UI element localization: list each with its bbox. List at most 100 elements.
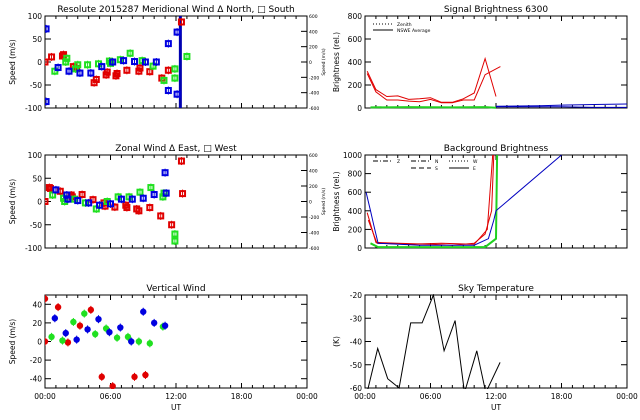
data-point-blue xyxy=(65,67,73,75)
data-point-green xyxy=(146,340,153,347)
data-point-red xyxy=(177,157,185,165)
chart-title: Background Brightness xyxy=(444,144,549,154)
right-y-tick-label: -600 xyxy=(309,246,319,252)
plot-frame xyxy=(364,294,628,389)
y-axis-label: Brightness (rel.) xyxy=(332,32,341,92)
data-point-green xyxy=(48,333,55,341)
y-tick-label: -30 xyxy=(350,314,362,323)
y-tick-label: 40 xyxy=(32,300,42,309)
data-point-red xyxy=(135,207,143,215)
data-point-green xyxy=(171,74,179,82)
data-point-red xyxy=(123,66,131,74)
plot-area xyxy=(45,294,169,389)
y-tick-label: 0 xyxy=(37,338,42,347)
y-tick-label: 600 xyxy=(348,35,363,44)
series-line-red-b xyxy=(366,66,501,104)
data-point-blue xyxy=(161,169,169,177)
chart-meridional: Resolute 2015287 Meridional Wind Δ North… xyxy=(8,5,327,113)
legend-label: S xyxy=(435,166,438,172)
right-y-tick-label: -200 xyxy=(309,215,319,221)
chart-background: Background Brightness 0 200 400 600 800 1000 Br… xyxy=(332,144,628,253)
data-point-blue xyxy=(45,98,50,106)
data-point-green xyxy=(147,184,155,192)
x-tick-label: 06:00 xyxy=(420,392,442,401)
data-point-blue xyxy=(87,69,95,77)
x-tick-label: 12:00 xyxy=(165,392,187,401)
data-point-green xyxy=(70,318,77,326)
series-line-blue xyxy=(365,154,562,246)
chart-vertical: Vertical Wind 00:00 06:00 12:00 18:00 00:00 UT… xyxy=(8,284,318,412)
chart-sky: Sky Temperature 00:00 06:00 12:00 18:00 00:00… xyxy=(332,284,638,412)
right-y-tick-label: 600 xyxy=(309,153,318,159)
data-point-blue xyxy=(117,324,124,331)
data-point-green xyxy=(124,333,132,341)
x-tick-label: 06:00 xyxy=(100,392,122,401)
plot-area xyxy=(365,154,562,249)
x-axis-label: UT xyxy=(171,403,181,412)
data-point-blue xyxy=(74,197,82,205)
data-point-blue xyxy=(107,200,114,208)
right-y-axis-label: Speed (m/s) xyxy=(321,188,327,216)
data-point-green xyxy=(171,230,179,238)
y-tick-label: 200 xyxy=(348,225,363,234)
data-point-red xyxy=(131,373,138,381)
y-tick-label: 400 xyxy=(348,207,363,216)
right-y-tick-label: 200 xyxy=(309,184,318,190)
plot-frame xyxy=(44,294,308,389)
series-line-green xyxy=(370,106,497,109)
data-point-green xyxy=(113,334,121,341)
x-tick-label: 18:00 xyxy=(551,392,573,401)
plot-frame xyxy=(44,154,308,249)
data-point-red xyxy=(45,338,49,345)
data-point-red xyxy=(179,190,187,198)
right-y-tick-label: 200 xyxy=(309,45,318,51)
x-tick-label: 00:00 xyxy=(296,392,318,401)
series-line-blue-low xyxy=(496,106,627,108)
x-tick-label: 12:00 xyxy=(485,392,507,401)
x-tick-label: 18:00 xyxy=(231,392,253,401)
y-tick-label: -40 xyxy=(350,338,362,347)
x-tick-label: 00:00 xyxy=(616,392,638,401)
data-point-blue xyxy=(173,28,181,36)
series-line-black xyxy=(367,294,501,389)
right-y-tick-label: -200 xyxy=(309,75,319,81)
data-point-blue xyxy=(64,195,72,203)
y-tick-label: 800 xyxy=(348,170,363,179)
y-tick-label: -50 xyxy=(30,81,42,90)
x-tick-label: 00:00 xyxy=(354,392,376,401)
data-point-red xyxy=(123,204,131,212)
data-point-red xyxy=(87,306,95,314)
y-tick-label: 1000 xyxy=(343,151,362,160)
y-tick-label: 800 xyxy=(348,12,363,21)
series-line-red-2 xyxy=(367,154,494,245)
data-point-blue xyxy=(164,40,172,48)
y-axis-label: Speed (m/s) xyxy=(8,179,17,225)
y-axis-label: (K) xyxy=(332,336,341,347)
y-tick-label: 50 xyxy=(32,174,42,183)
data-point-red xyxy=(157,212,165,220)
data-point-blue xyxy=(95,315,102,323)
data-point-red xyxy=(164,66,172,74)
right-y-tick-label: -400 xyxy=(309,91,319,97)
y-tick-label: -100 xyxy=(25,104,42,113)
data-point-blue xyxy=(73,336,80,343)
chart-title: Sky Temperature xyxy=(458,284,534,294)
chart-title: Vertical Wind xyxy=(146,284,205,294)
data-point-green xyxy=(126,49,134,57)
right-y-axis-label: Speed (m/s) xyxy=(321,48,327,76)
series-line-blue xyxy=(495,103,627,107)
data-point-green xyxy=(183,52,191,60)
data-point-green xyxy=(92,330,99,338)
data-point-red xyxy=(109,382,116,389)
chart-title: Zonal Wind Δ East, □ West xyxy=(115,144,237,154)
data-point-red xyxy=(98,373,105,381)
y-tick-label: 200 xyxy=(348,81,363,90)
plot-area xyxy=(45,16,191,108)
legend-label: N xyxy=(435,159,438,165)
data-point-red xyxy=(54,303,62,311)
legend-label: W xyxy=(473,159,478,165)
y-axis-label: Brightness (rel.) xyxy=(332,171,341,231)
plot-area xyxy=(367,294,501,389)
y-tick-label: 0 xyxy=(357,104,362,113)
